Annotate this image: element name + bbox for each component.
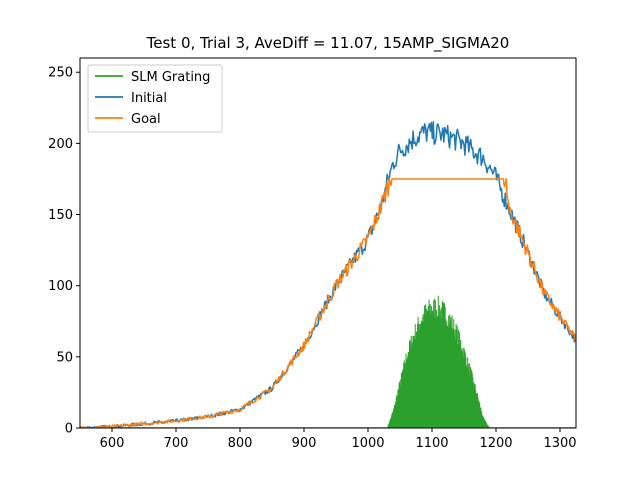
y-tick-label: 0 [65, 422, 73, 437]
x-tick-label: 1100 [415, 436, 448, 451]
series-line [80, 177, 576, 428]
legend-label: Initial [131, 91, 167, 106]
x-tick-label: 700 [164, 436, 189, 451]
y-axis-ticks: 0 50 100 150 200 250 [48, 66, 80, 437]
legend: SLM Grating Initial Goal [87, 64, 223, 133]
plot-frame [79, 57, 577, 429]
x-tick-label: 1200 [479, 436, 512, 451]
y-tick-label: 200 [48, 137, 73, 152]
y-tick-label: 50 [56, 350, 73, 365]
y-tick-label: 100 [48, 279, 73, 294]
x-tick-label: 1300 [543, 436, 576, 451]
x-axis-ticks: 600 700 800 900 1000 1100 1200 1300 [100, 428, 577, 451]
legend-label: Goal [131, 112, 161, 127]
series-layer [80, 121, 576, 428]
y-tick-label: 150 [48, 208, 73, 223]
axes-layer [79, 57, 577, 429]
legend-box [87, 64, 223, 133]
legend-label: SLM Grating [131, 70, 210, 85]
x-tick-label: 800 [228, 436, 253, 451]
y-tick-label: 250 [48, 66, 73, 81]
x-tick-label: 600 [100, 436, 125, 451]
x-tick-label: 1000 [351, 436, 384, 451]
series-goal [80, 177, 576, 428]
chart-title: Test 0, Trial 3, AveDiff = 11.07, 15AMP_… [146, 34, 510, 53]
x-tick-label: 900 [292, 436, 317, 451]
